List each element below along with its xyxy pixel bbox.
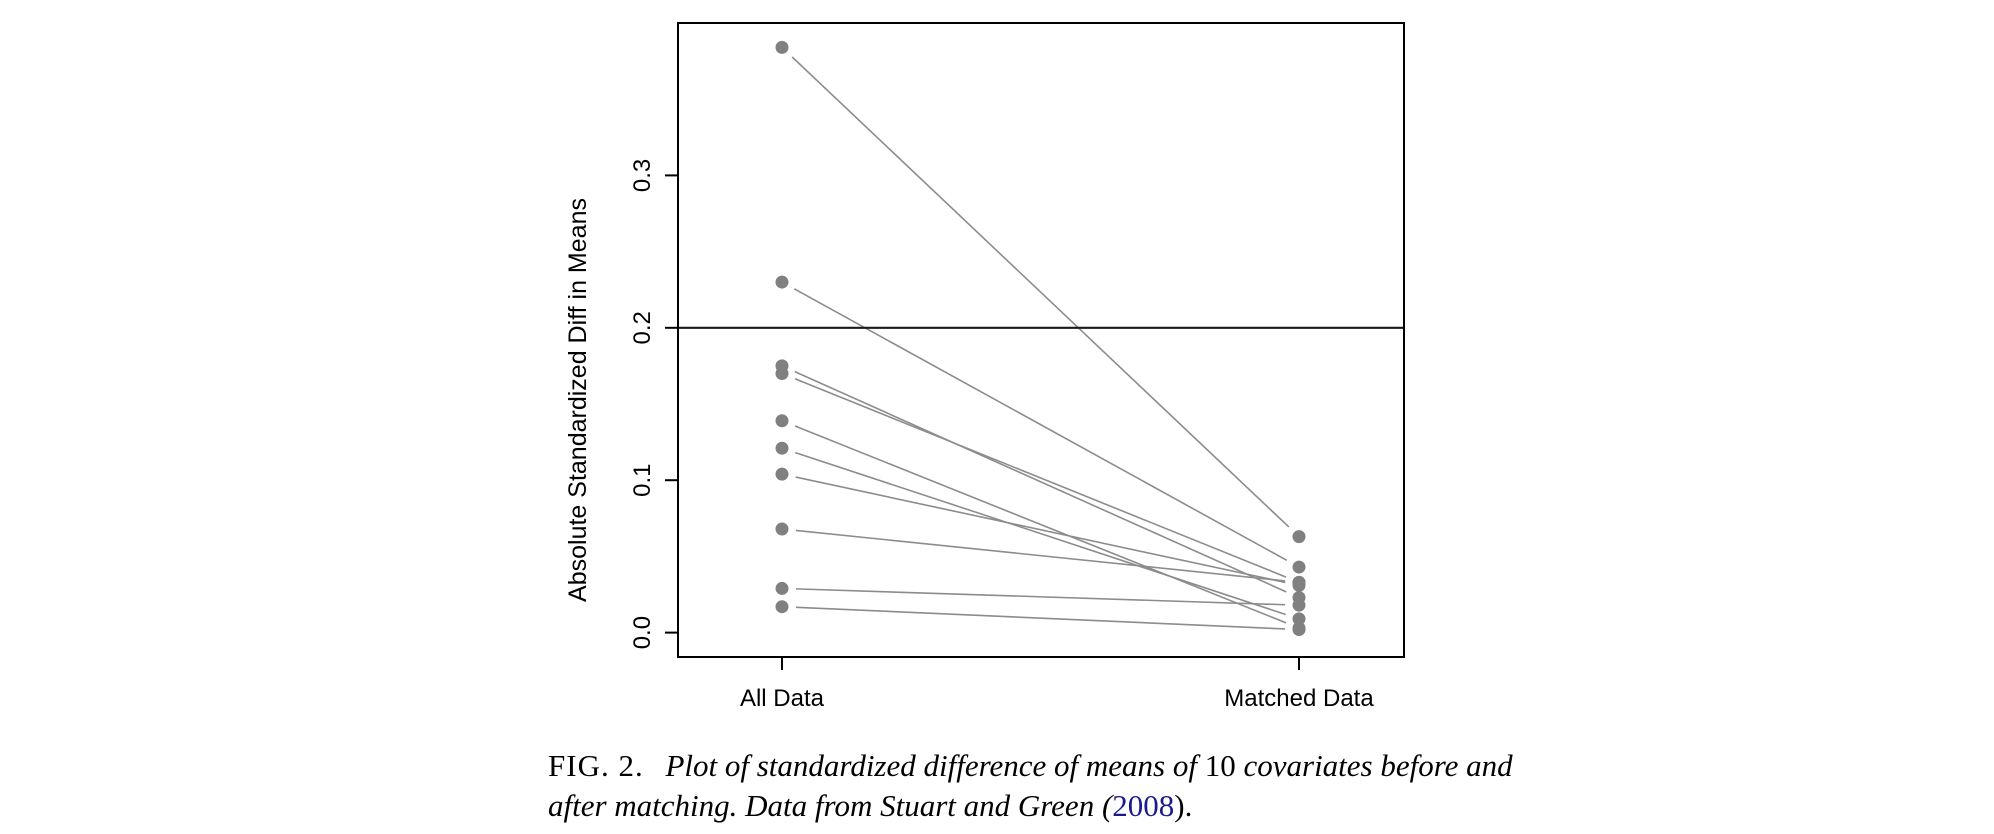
- slope-chart: 0.0 0.1 0.2 0.3 All Data Matched Data Absolu…: [564, 22, 1405, 712]
- series-line-4: [794, 378, 1287, 578]
- caption-label: FIG. 2.: [548, 748, 644, 783]
- series-line-8: [795, 529, 1286, 582]
- point-all-data-8: [775, 522, 789, 536]
- point-all-data-5: [775, 414, 789, 428]
- y-axis: 0.0 0.1 0.2 0.3: [629, 159, 678, 649]
- y-axis-title: Absolute Standardized Diff in Means: [564, 198, 592, 602]
- y-tick-label-2: 0.2: [629, 311, 656, 344]
- caption-text-3: ).: [1174, 788, 1193, 823]
- point-all-data-9: [775, 581, 789, 595]
- series-line-10: [795, 606, 1286, 630]
- figure-caption: FIG. 2. Plot of standardized difference …: [548, 746, 1548, 826]
- point-all-data-1: [775, 40, 789, 54]
- point-all-data-4: [775, 367, 789, 381]
- caption-count: 10: [1204, 748, 1236, 783]
- caption-text-1: Plot of standardized difference of means…: [665, 748, 1197, 783]
- point-all-data-7: [775, 467, 789, 481]
- point-matched-data-8: [1292, 575, 1306, 589]
- y-tick-label-1: 0.1: [629, 464, 656, 497]
- point-matched-data-10: [1292, 623, 1306, 637]
- series-lines: [791, 56, 1290, 630]
- series-line-6: [795, 451, 1286, 616]
- series-points: [775, 40, 1306, 637]
- x-tick-label-1: Matched Data: [1224, 685, 1374, 712]
- point-matched-data-6: [1292, 612, 1306, 626]
- x-axis: All Data Matched Data: [740, 657, 1374, 712]
- y-tick-label-0: 0.0: [629, 616, 656, 649]
- plot-frame: [677, 22, 1405, 658]
- point-matched-data-1: [1292, 530, 1306, 544]
- series-line-7: [795, 476, 1286, 584]
- series-line-3: [794, 370, 1287, 593]
- series-line-5: [794, 425, 1287, 624]
- series-line-9: [795, 588, 1286, 606]
- point-matched-data-2: [1292, 560, 1306, 574]
- series-line-2: [793, 288, 1288, 562]
- point-all-data-6: [775, 441, 789, 455]
- y-tick-label-3: 0.3: [629, 159, 656, 192]
- point-all-data-2: [775, 275, 789, 289]
- point-matched-data-9: [1292, 598, 1306, 612]
- x-tick-label-0: All Data: [740, 685, 825, 712]
- caption-text-2: covariates before and after matching. Da…: [548, 748, 1513, 823]
- caption-citation-year[interactable]: 2008: [1112, 788, 1175, 823]
- point-all-data-10: [775, 600, 789, 614]
- series-line-1: [791, 56, 1290, 528]
